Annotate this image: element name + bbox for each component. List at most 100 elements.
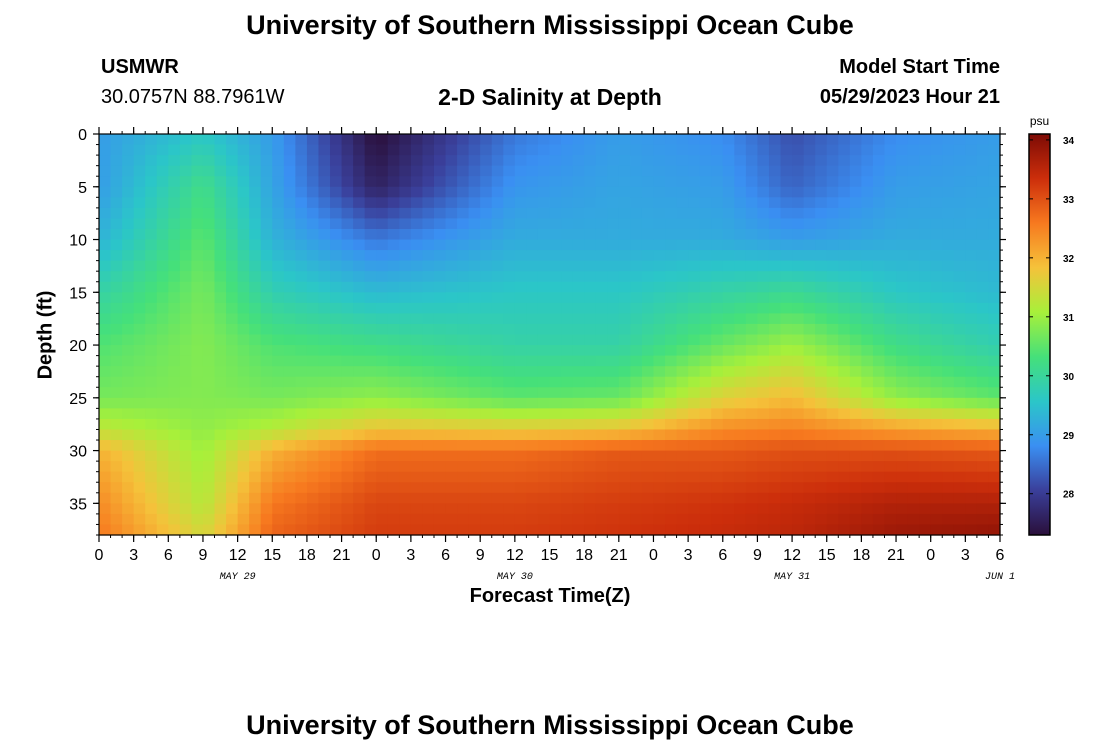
heatmap-cell: [745, 250, 759, 262]
heatmap-cell: [110, 366, 123, 378]
heatmap-cell: [526, 482, 539, 494]
heatmap-cell: [919, 345, 932, 357]
heatmap-cell: [341, 418, 354, 431]
heatmap-cell: [399, 302, 412, 314]
heatmap-cell: [792, 513, 805, 526]
heatmap-cell: [214, 186, 227, 198]
heatmap-cell: [630, 334, 643, 346]
heatmap-cell: [295, 302, 308, 314]
heatmap-cell: [826, 239, 839, 251]
heatmap-cell: [884, 450, 897, 462]
heatmap-cell: [849, 429, 862, 441]
heatmap-cell: [295, 281, 308, 293]
heatmap-cell: [480, 144, 493, 156]
heatmap-cell: [537, 281, 551, 293]
heatmap-cell: [133, 165, 146, 177]
heatmap-cell: [953, 355, 966, 367]
heatmap-cell: [930, 482, 943, 494]
heatmap-cell: [572, 186, 585, 198]
heatmap-cell: [792, 418, 805, 431]
heatmap-cell: [780, 334, 793, 346]
heatmap-cell: [734, 292, 747, 304]
heatmap-cell: [734, 186, 747, 198]
heatmap-cell: [965, 302, 978, 314]
heatmap-cell: [641, 366, 655, 378]
heatmap-cell: [641, 482, 655, 494]
heatmap-cell: [399, 176, 412, 188]
heatmap-cell: [965, 482, 978, 494]
heatmap-cell: [676, 334, 689, 346]
heatmap-cell: [965, 524, 978, 536]
heatmap-cell: [768, 482, 782, 494]
heatmap-cell: [976, 176, 990, 188]
heatmap-cell: [156, 408, 169, 420]
heatmap-cell: [145, 345, 158, 357]
heatmap-cell: [179, 492, 193, 504]
heatmap-cell: [884, 323, 897, 336]
heatmap-cell: [607, 513, 620, 526]
heatmap-cell: [838, 313, 851, 325]
heatmap-cell: [537, 197, 551, 209]
heatmap-cell: [156, 482, 169, 494]
heatmap-cell: [99, 218, 112, 230]
heatmap-cell: [826, 134, 839, 146]
heatmap-cell: [526, 440, 539, 452]
heatmap-cell: [133, 471, 146, 483]
heatmap-cell: [237, 134, 250, 146]
heatmap-cell: [722, 355, 735, 367]
heatmap-cell: [399, 207, 412, 220]
heatmap-cell: [965, 492, 978, 504]
heatmap-cell: [526, 144, 539, 156]
heatmap-cell: [722, 429, 735, 441]
heatmap-cell: [168, 418, 181, 431]
heatmap-cell: [156, 176, 169, 188]
heatmap-cell: [872, 461, 886, 473]
heatmap-cell: [341, 345, 354, 357]
heatmap-cell: [607, 450, 620, 462]
heatmap-cell: [872, 397, 886, 409]
heatmap-cell: [145, 492, 158, 504]
heatmap-cell: [884, 302, 897, 314]
heatmap-cell: [976, 186, 990, 198]
heatmap-cell: [457, 503, 470, 515]
heatmap-cell: [168, 197, 181, 209]
heatmap-cell: [826, 218, 839, 230]
heatmap-cell: [237, 376, 250, 388]
heatmap-cell: [249, 281, 262, 293]
heatmap-cell: [202, 450, 216, 462]
heatmap-cell: [872, 408, 886, 420]
heatmap-cell: [202, 207, 216, 220]
heatmap-cell: [919, 408, 932, 420]
heatmap-cell: [168, 450, 181, 462]
x-axis-label: Forecast Time(Z): [469, 585, 631, 607]
colorbar-tick-label: 33: [1063, 195, 1075, 206]
heatmap-cell: [422, 207, 435, 220]
heatmap-cell: [399, 239, 412, 251]
heatmap-cell: [896, 524, 909, 536]
heatmap-cell: [561, 292, 574, 304]
heatmap-cell: [445, 218, 458, 230]
heatmap-cell: [572, 345, 585, 357]
heatmap-cell: [699, 376, 712, 388]
heatmap-cell: [480, 450, 493, 462]
heatmap-cell: [145, 366, 158, 378]
heatmap-cell: [122, 345, 135, 357]
heatmap-cell: [410, 387, 424, 399]
heatmap-cell: [572, 228, 585, 241]
heatmap-cell: [491, 513, 504, 526]
heatmap-cell: [595, 492, 608, 504]
heatmap-cell: [445, 408, 458, 420]
heatmap-cell: [491, 186, 504, 198]
heatmap-cell: [780, 197, 793, 209]
heatmap-cell: [272, 281, 285, 293]
heatmap-cell: [376, 144, 389, 156]
heatmap-cell: [503, 429, 516, 441]
heatmap-cell: [295, 239, 308, 251]
heatmap-cell: [283, 418, 296, 431]
heatmap-cell: [665, 440, 678, 452]
heatmap-cell: [364, 513, 377, 526]
heatmap-cell: [283, 165, 296, 177]
heatmap-cell: [792, 524, 805, 536]
heatmap-cell: [295, 186, 308, 198]
heatmap-cell: [803, 366, 816, 378]
